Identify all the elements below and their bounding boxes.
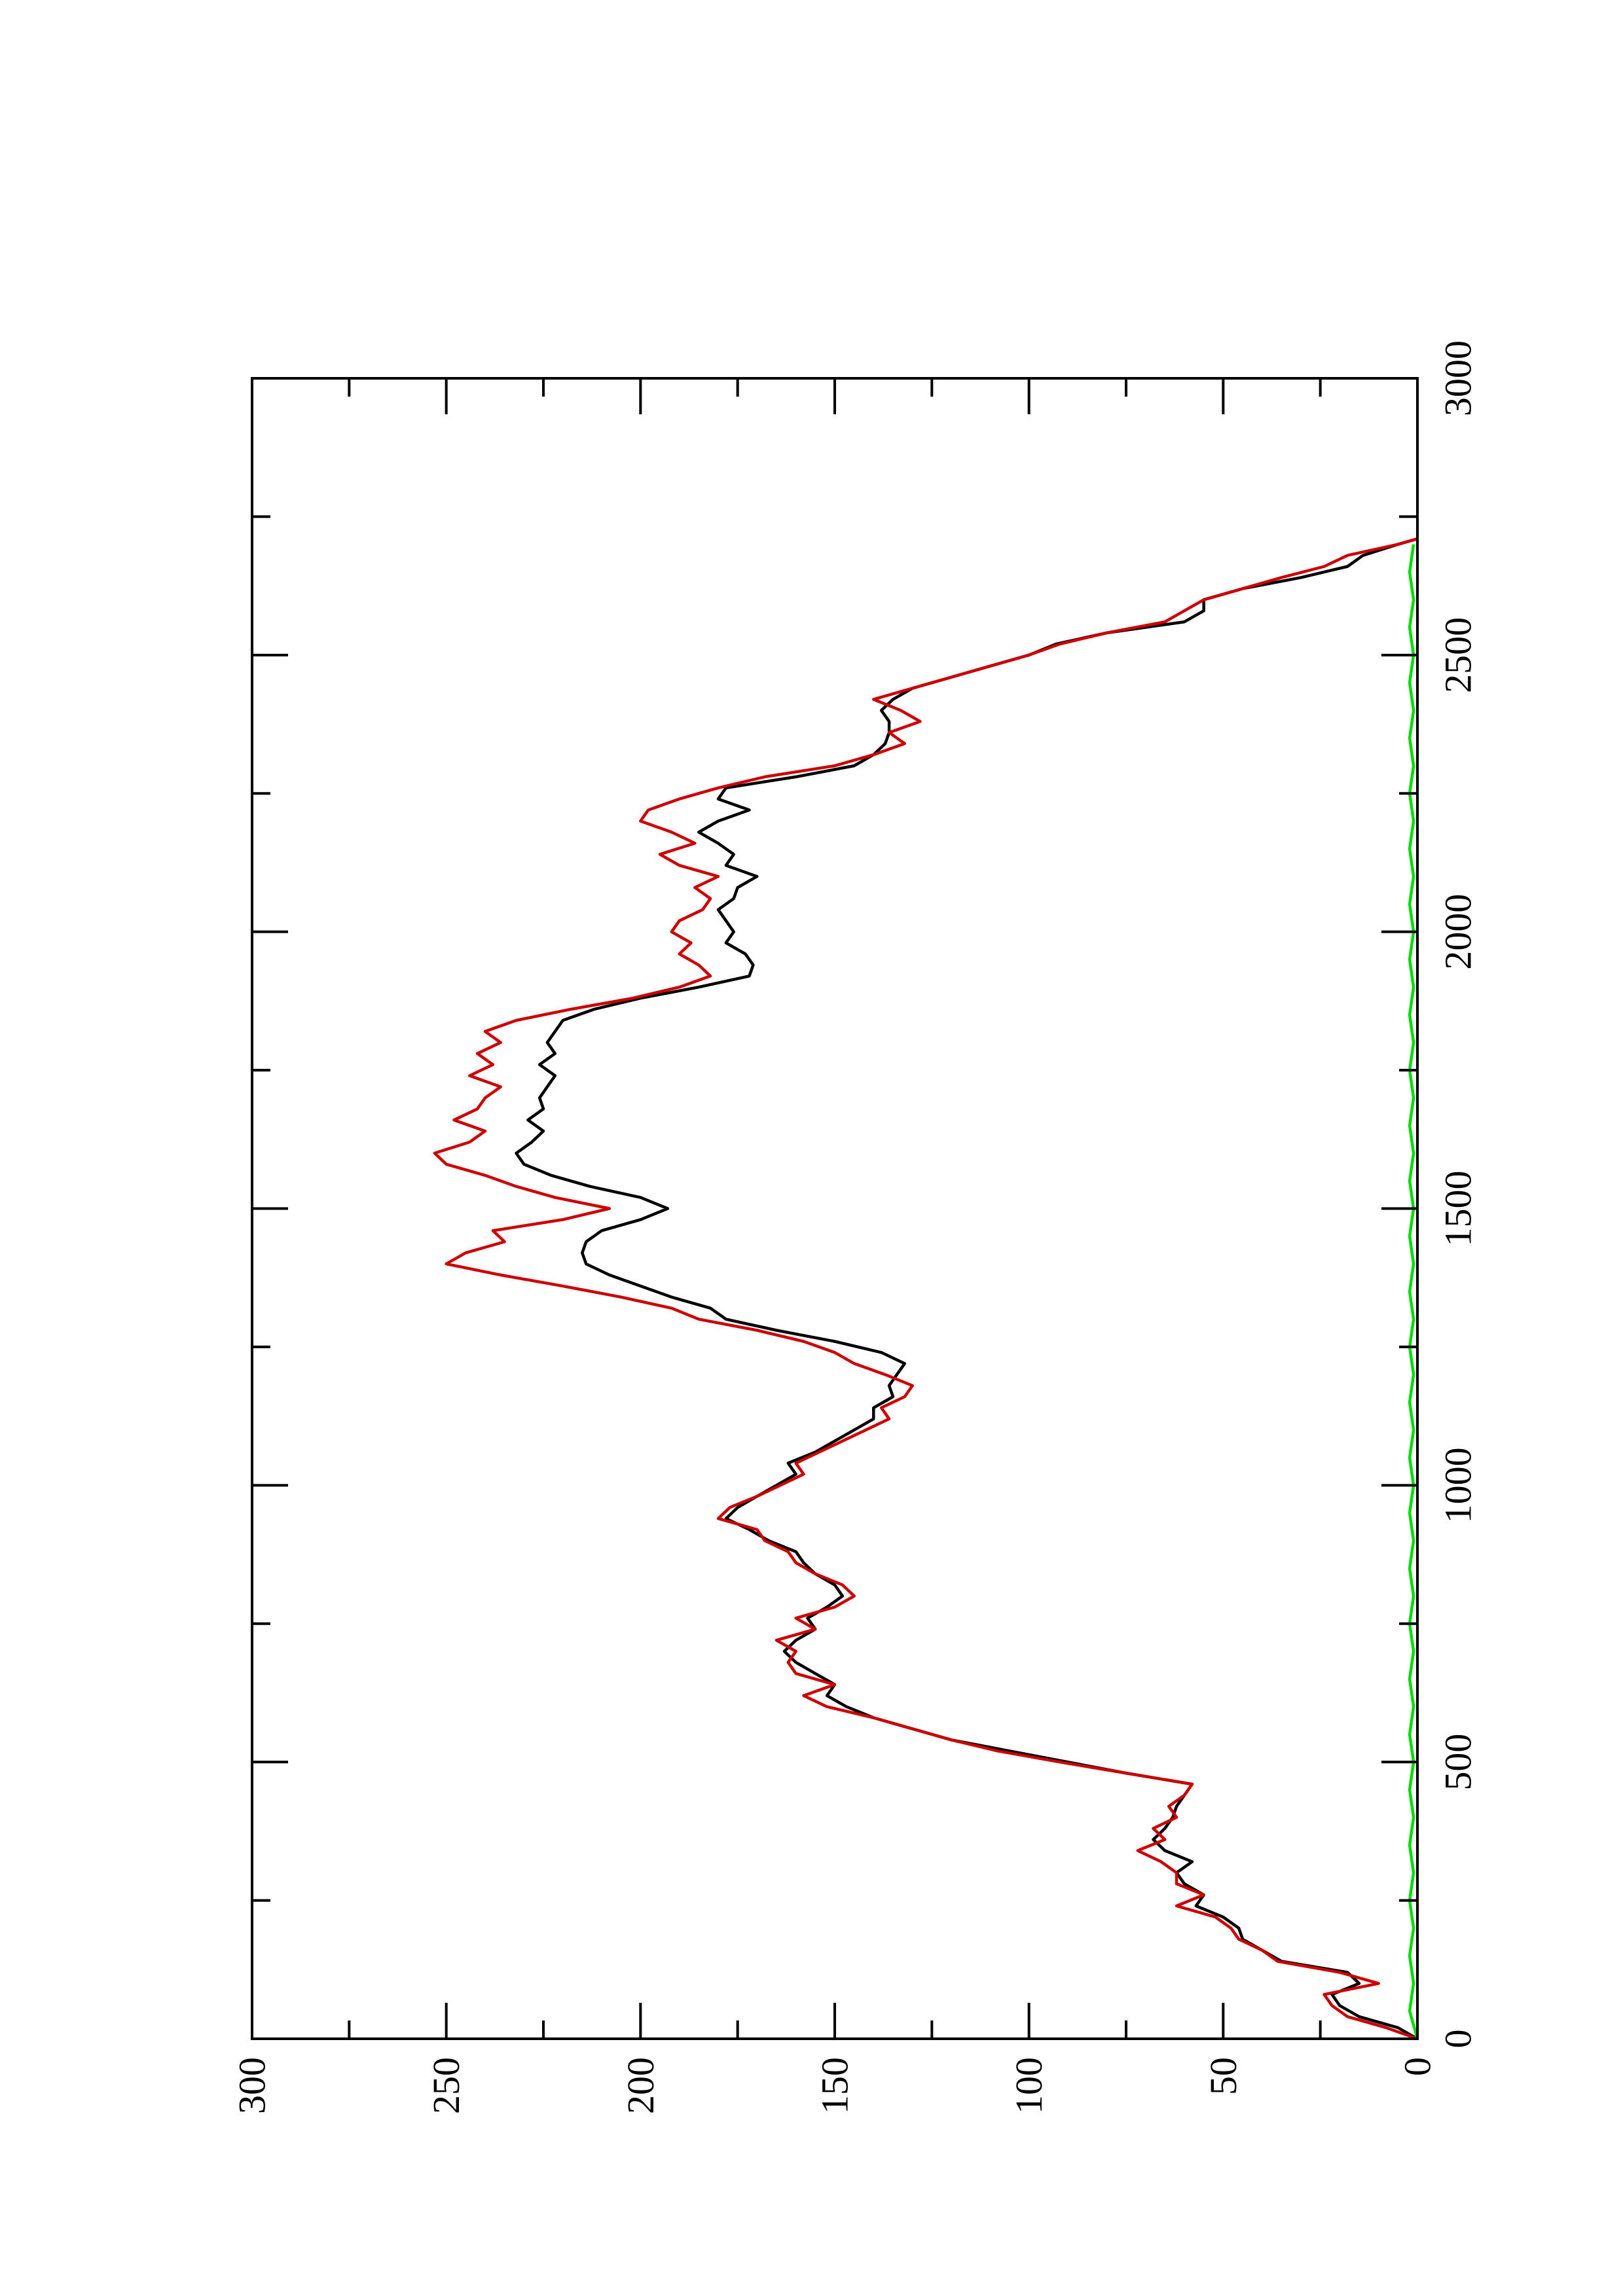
y-tick-label: 50 bbox=[1202, 2057, 1245, 2095]
y-tick-label: 150 bbox=[814, 2057, 856, 2114]
y-tick-label: 0 bbox=[1396, 2057, 1439, 2076]
plot-frame bbox=[251, 377, 1419, 2040]
x-tick-label: 2500 bbox=[1437, 617, 1480, 693]
y-tick-label: 250 bbox=[425, 2057, 467, 2114]
y-tick-label: 100 bbox=[1008, 2057, 1050, 2114]
x-tick-label: 3000 bbox=[1437, 340, 1480, 416]
y-tick-label: 300 bbox=[231, 2057, 274, 2114]
series-line-1 bbox=[515, 537, 1419, 2040]
y-tick-label: 200 bbox=[619, 2057, 662, 2114]
series-line-2 bbox=[433, 537, 1418, 2041]
x-tick-label: 1000 bbox=[1437, 1447, 1480, 1523]
x-tick-label: 1500 bbox=[1437, 1171, 1480, 1247]
x-tick-label: 0 bbox=[1437, 2030, 1480, 2049]
x-tick-label: 500 bbox=[1437, 1734, 1480, 1791]
x-tick-label: 2000 bbox=[1437, 894, 1480, 970]
plot-area: 0 500 1000 1500 2000 2500 3000 0 50 100 150 200 250 3… bbox=[231, 340, 1480, 2114]
